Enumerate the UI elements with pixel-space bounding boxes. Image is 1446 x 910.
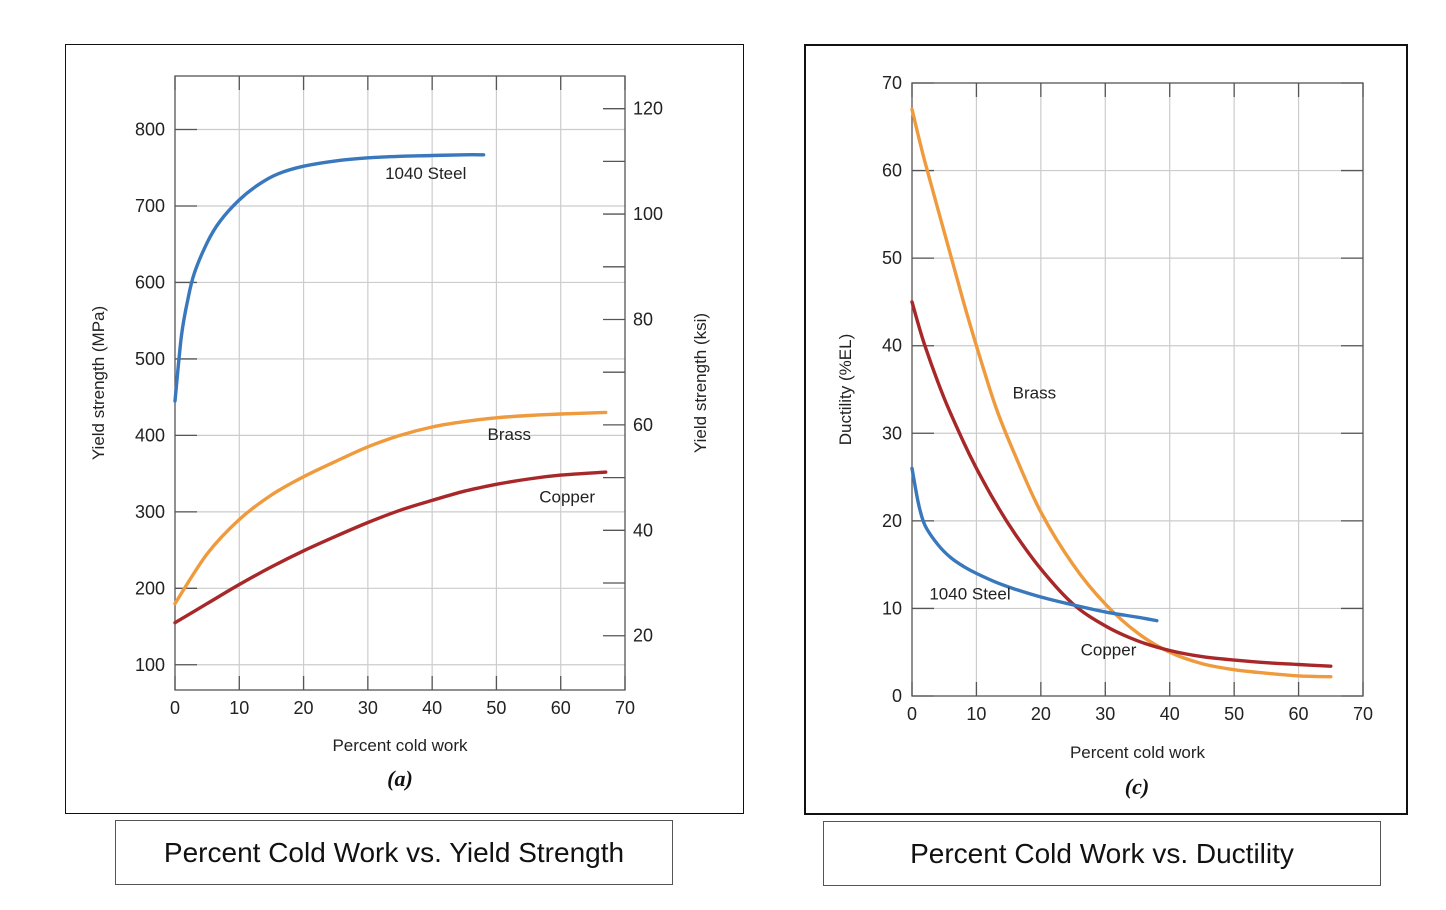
- x-tick-label: 10: [966, 704, 986, 724]
- chart-sublabel: (c): [1125, 774, 1149, 799]
- y2-tick-label: 100: [633, 204, 663, 224]
- y2-tick-label: 40: [633, 520, 653, 540]
- x-tick-label: 40: [422, 698, 442, 718]
- x-tick-label: 30: [1095, 704, 1115, 724]
- x-tick-label: 50: [486, 698, 506, 718]
- series-line-brass: [173, 410, 608, 606]
- y-tick-label: 70: [882, 73, 902, 93]
- series-label-1040-steel: 1040 Steel: [385, 164, 466, 183]
- y-tick-label: 10: [882, 598, 902, 618]
- y-tick-label: 100: [135, 655, 165, 675]
- series-line-brass: [910, 107, 1333, 679]
- y-tick-label: 800: [135, 120, 165, 140]
- x-tick-label: 40: [1160, 704, 1180, 724]
- y-tick-label: 60: [882, 161, 902, 181]
- y-tick-label: 30: [882, 423, 902, 443]
- y-tick-label: 50: [882, 248, 902, 268]
- y-tick-label: 500: [135, 349, 165, 369]
- caption-yield-strength: Percent Cold Work vs. Yield Strength: [115, 820, 673, 885]
- caption-ductility-text: Percent Cold Work vs. Ductility: [910, 837, 1294, 869]
- x-tick-label: 70: [1353, 704, 1373, 724]
- y-tick-label: 20: [882, 511, 902, 531]
- y2-tick-label: 80: [633, 309, 653, 329]
- x-tick-label: 0: [170, 698, 180, 718]
- y2-tick-label: 120: [633, 99, 663, 119]
- x-tick-label: 50: [1224, 704, 1244, 724]
- chart-panel-c: 0 10 20 30 40 50 60 70 0 10 20 30 40 50 60 70 Percent co…: [804, 44, 1408, 815]
- plot-frame: [911, 82, 1364, 697]
- chart-c-svg: 0 10 20 30 40 50 60 70 0 10 20 30 40 50 60 70 Percent co…: [836, 73, 1373, 799]
- y-axis-label: Ductility (%EL): [836, 334, 855, 445]
- series-label-1040-steel: 1040 Steel: [929, 585, 1010, 604]
- series-line-copper: [910, 300, 1333, 668]
- caption-yield-strength-text: Percent Cold Work vs. Yield Strength: [163, 836, 625, 868]
- x-tick-label: 60: [1289, 704, 1309, 724]
- y-tick-label: 700: [135, 196, 165, 216]
- y-tick-label: 200: [135, 578, 165, 598]
- chart-a-svg: 0 10 20 30 40 50 60 70 100 200 300 400 500 600 700 800 2…: [89, 75, 710, 791]
- y-tick-label: 300: [135, 502, 165, 522]
- x-tick-label: 30: [358, 698, 378, 718]
- series-label-brass: Brass: [488, 425, 531, 444]
- y2-tick-label: 20: [633, 626, 653, 646]
- y-axis-label: Yield strength (MPa): [89, 306, 108, 460]
- series-line-1040-steel: [173, 153, 486, 403]
- y-tick-label: 400: [135, 425, 165, 445]
- chart-sublabel: (a): [387, 766, 413, 791]
- series-label-copper: Copper: [1081, 641, 1137, 660]
- x-axis-label: Percent cold work: [1070, 743, 1206, 762]
- y-tick-label: 40: [882, 336, 902, 356]
- x-tick-label: 60: [551, 698, 571, 718]
- series-label-copper: Copper: [539, 488, 595, 507]
- x-tick-label: 10: [229, 698, 249, 718]
- x-tick-label: 70: [615, 698, 635, 718]
- x-axis-label: Percent cold work: [332, 736, 468, 755]
- y2-axis-label: Yield strength (ksi): [691, 313, 710, 453]
- x-tick-label: 20: [1031, 704, 1051, 724]
- series-label-brass: Brass: [1013, 383, 1056, 402]
- y-tick-label: 0: [892, 686, 902, 706]
- chart-panel-a: 0 10 20 30 40 50 60 70 100 200 300 400 500 600 700 800 2…: [65, 44, 744, 814]
- x-tick-label: 0: [907, 704, 917, 724]
- y2-tick-label: 60: [633, 415, 653, 435]
- y-tick-label: 600: [135, 272, 165, 292]
- series-line-1040-steel: [910, 466, 1159, 623]
- caption-ductility: Percent Cold Work vs. Ductility: [823, 821, 1381, 886]
- x-tick-label: 20: [294, 698, 314, 718]
- series-line-copper: [173, 470, 608, 625]
